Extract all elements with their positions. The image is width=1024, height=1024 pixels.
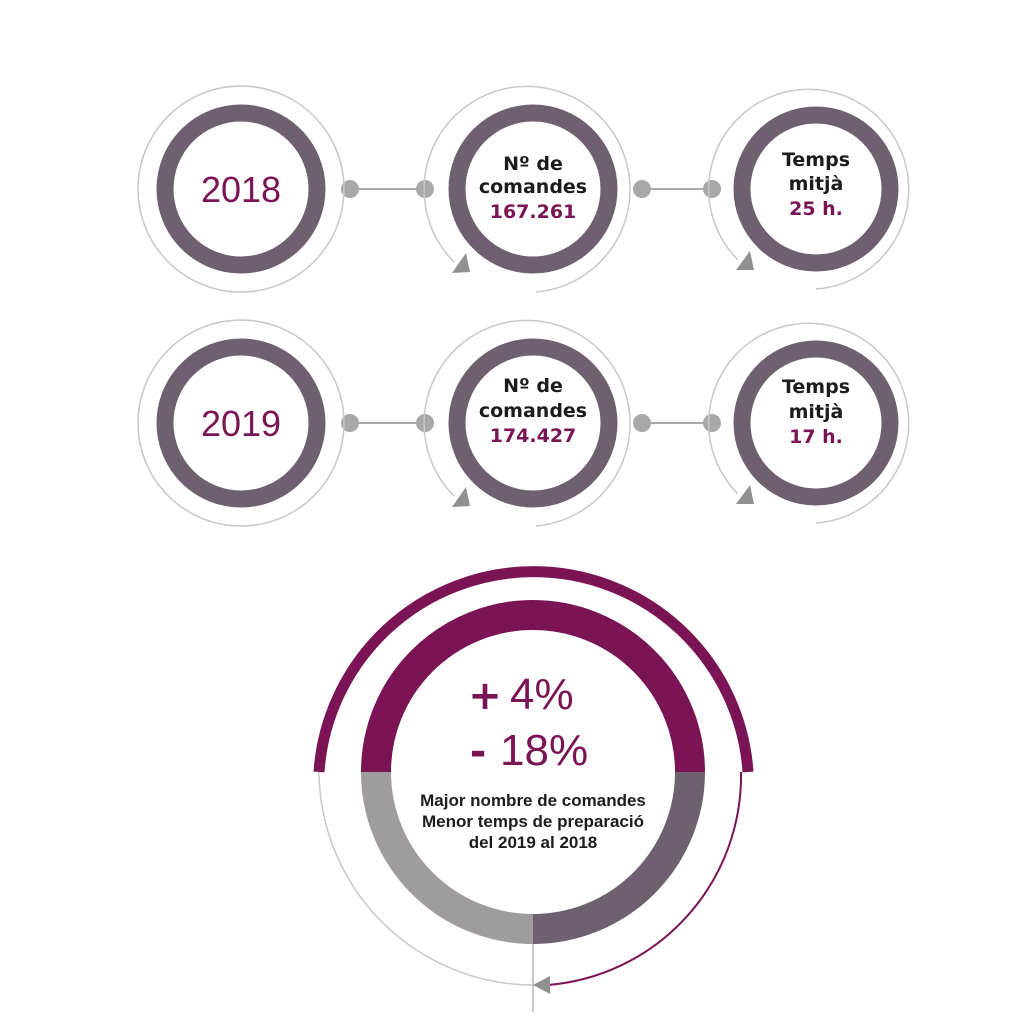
year-circle: 2019 <box>137 319 345 527</box>
connector-dot <box>633 414 651 432</box>
row-2018: 2018 Nº de comandes 167.261 Temps mitjà … <box>137 85 910 293</box>
outer-outline <box>318 771 534 986</box>
arrow-head-icon <box>452 253 470 273</box>
summary-circle: + 4% - 18% Major nombre de comandes Meno… <box>313 566 754 1012</box>
time-value: 25 h. <box>789 198 843 220</box>
arrow-head-icon <box>736 485 754 504</box>
summary-note-line1: Major nombre de comandes <box>420 791 646 810</box>
time-value: 17 h. <box>789 426 843 448</box>
outer-outline <box>423 319 631 527</box>
inner-ring <box>156 104 326 274</box>
year-circle: 2018 <box>137 85 345 293</box>
time-label-line2: mitjà <box>789 401 844 423</box>
outer-outline <box>708 88 910 290</box>
connector-dot <box>341 180 359 198</box>
orders-circle: Nº de comandes 167.261 <box>423 85 631 293</box>
orders-circle: Nº de comandes 174.427 <box>423 319 631 527</box>
arrow-head-icon <box>736 251 754 270</box>
connector-dot <box>341 414 359 432</box>
year-label: 2018 <box>201 169 281 210</box>
time-label-line2: mitjà <box>789 173 844 195</box>
connector-dot <box>703 414 721 432</box>
inner-ring <box>448 338 618 508</box>
outer-accent-arc <box>547 771 743 986</box>
increase-sign: + <box>468 673 502 719</box>
orders-label-line2: comandes <box>479 400 587 422</box>
orders-value: 174.427 <box>490 425 577 447</box>
year-label: 2019 <box>201 403 281 444</box>
orders-label-line2: comandes <box>479 176 587 198</box>
row-2019: 2019 Nº de comandes 174.427 Temps mitjà … <box>137 319 910 527</box>
arrow-head-icon <box>452 487 470 507</box>
outer-outline <box>423 85 631 293</box>
connector-dot <box>633 180 651 198</box>
inner-ring <box>733 340 899 506</box>
outer-outline <box>137 319 345 527</box>
orders-value: 167.261 <box>490 201 577 223</box>
outer-top-arc <box>313 566 754 773</box>
summary-note-line3: del 2019 al 2018 <box>469 833 598 852</box>
arrow-head-icon <box>533 976 550 994</box>
time-label-line1: Temps <box>782 149 850 171</box>
inner-ring <box>733 106 899 272</box>
time-label-line1: Temps <box>782 376 850 398</box>
inner-ring <box>448 104 618 274</box>
orders-label-line1: Nº de <box>503 375 563 397</box>
orders-label-line1: Nº de <box>503 153 563 175</box>
decrease-sign: - <box>470 729 487 775</box>
time-circle: Temps mitjà 17 h. <box>708 322 910 524</box>
inner-ring <box>156 338 326 508</box>
connector-dot <box>416 414 434 432</box>
connector-dot <box>416 180 434 198</box>
connector-dot <box>703 180 721 198</box>
inner-ring-top <box>361 600 705 773</box>
summary-note-line2: Menor temps de preparació <box>422 812 644 831</box>
outer-outline <box>708 322 910 524</box>
inner-ring-bottom-right <box>532 771 705 944</box>
decrease-value: 18% <box>500 726 588 775</box>
time-circle: Temps mitjà 25 h. <box>708 88 910 290</box>
increase-value: 4% <box>510 670 574 719</box>
outer-outline <box>137 85 345 293</box>
inner-ring-bottom-left <box>361 771 534 944</box>
